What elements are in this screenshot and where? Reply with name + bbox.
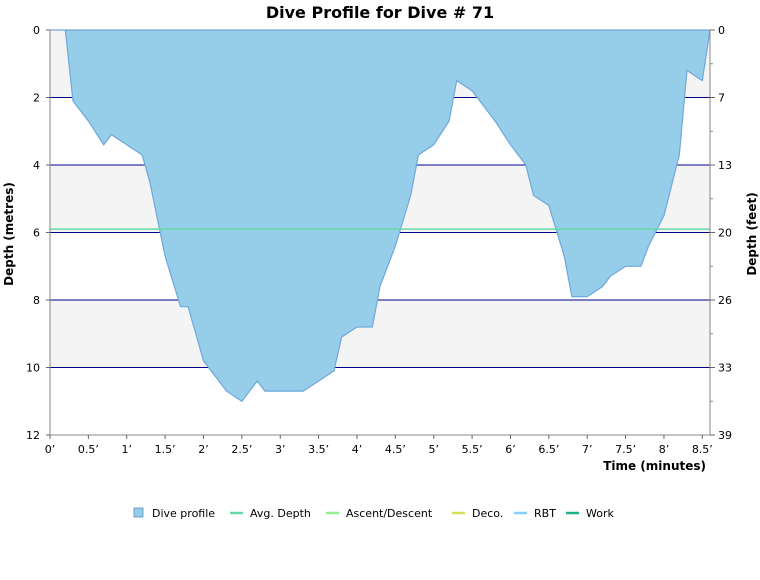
y-right-tick-label: 26 [718, 294, 732, 307]
y-tick-label: 2 [33, 92, 40, 105]
x-tick-label: 7.5’ [615, 443, 636, 456]
y-left-axis-label: Depth (metres) [2, 182, 16, 286]
legend-label: Work [586, 507, 614, 520]
legend-item: Avg. Depth [230, 507, 311, 520]
y-right-tick-label: 7 [718, 92, 725, 105]
x-tick-label: 8’ [659, 443, 670, 456]
x-tick-label: 2’ [198, 443, 209, 456]
y-tick-label: 0 [33, 24, 40, 37]
y-right-tick-label: 39 [718, 429, 732, 442]
x-axis-ticks: 0’ 0.5’ 1’ 1.5’ 2’ 2.5’ 3’ 3.5’ 4’ 4.5’ 5’ 5.5’ 6’ 6.… [45, 435, 713, 456]
dive-profile-series [50, 29, 711, 403]
y-tick-label: 4 [33, 159, 40, 172]
legend-item: Dive profile [133, 507, 215, 520]
x-tick-label: 5.5’ [462, 443, 483, 456]
y-tick-label: 10 [26, 362, 40, 375]
legend-item: Ascent/Descent [326, 507, 433, 520]
chart-title: Dive Profile for Dive # 71 [266, 3, 494, 22]
legend-label: RBT [534, 507, 556, 520]
x-tick-label: 6’ [505, 443, 516, 456]
legend: Dive profile Avg. Depth Ascent/Descent Deco… [133, 507, 614, 520]
x-tick-label: 2.5’ [231, 443, 252, 456]
y-right-axis-label: Depth (feet) [745, 192, 759, 275]
y-right-axis-ticks: 0 7 13 20 26 33 39 [710, 24, 732, 442]
x-tick-label: 4.5’ [385, 443, 406, 456]
x-tick-label: 3’ [275, 443, 286, 456]
x-tick-label: 0’ [45, 443, 56, 456]
x-tick-label: 3.5’ [308, 443, 329, 456]
legend-item: Work [566, 507, 614, 520]
y-tick-label: 8 [33, 294, 40, 307]
x-tick-label: 4’ [352, 443, 363, 456]
legend-swatch [133, 507, 144, 518]
y-right-tick-label: 0 [718, 24, 725, 37]
plot-band [50, 300, 710, 368]
x-tick-label: 5’ [428, 443, 439, 456]
y-right-tick-label: 13 [718, 159, 732, 172]
legend-label: Ascent/Descent [346, 507, 433, 520]
y-tick-label: 6 [33, 227, 40, 240]
x-axis-label: Time (minutes) [603, 459, 706, 473]
x-tick-label: 1.5’ [155, 443, 176, 456]
x-tick-label: 8.5’ [692, 443, 713, 456]
legend-label: Dive profile [152, 507, 215, 520]
x-tick-label: 1’ [121, 443, 132, 456]
y-right-tick-label: 33 [718, 362, 732, 375]
x-tick-label: 0.5’ [78, 443, 99, 456]
legend-item: Deco. [452, 507, 503, 520]
y-left-axis-ticks: 0 2 4 6 8 10 12 [26, 24, 50, 442]
legend-label: Deco. [472, 507, 503, 520]
y-tick-label: 12 [26, 429, 40, 442]
x-tick-label: 7’ [582, 443, 593, 456]
legend-item: RBT [514, 507, 556, 520]
x-tick-label: 6.5’ [538, 443, 559, 456]
y-right-tick-label: 20 [718, 227, 732, 240]
dive-profile-area [50, 29, 711, 403]
legend-label: Avg. Depth [250, 507, 311, 520]
